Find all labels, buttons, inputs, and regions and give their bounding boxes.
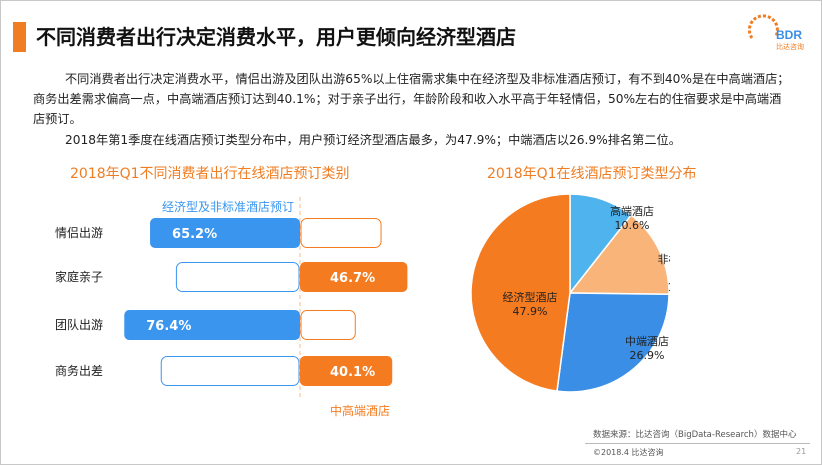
pie-slice xyxy=(568,214,670,296)
bar-midhigh-remainder xyxy=(300,218,382,248)
slice-name-label: 高端酒店 xyxy=(610,204,654,218)
bar-midhigh-remainder xyxy=(300,310,356,340)
copyright: ©2018.4 比达咨询 xyxy=(593,448,664,457)
left-chart-title: 2018年Q1不同消费者出行在线酒店预订类别 xyxy=(70,166,350,182)
bar-economy-remainder xyxy=(160,356,300,386)
title-accent-bar xyxy=(13,22,26,52)
slice-value-label: 10.6% xyxy=(615,219,650,232)
slice-value-label: 14.6% xyxy=(668,281,670,294)
data-label: 76.4% xyxy=(146,319,191,334)
logo-subtext: 比达咨询 xyxy=(776,43,804,51)
paragraph-1: 不同消费者出行决定消费水平，情侣出游及团队出游65%以上住宿需求集中在经济型及非… xyxy=(33,72,790,126)
slice-name-label: 非标准酒店 xyxy=(658,252,671,266)
slice-name-label: 经济型酒店 xyxy=(503,290,558,304)
data-label: 65.2% xyxy=(172,227,217,242)
bar-midhigh xyxy=(300,356,393,386)
pie-chart-title: 2018年Q1在线酒店预订类型分布 xyxy=(487,166,697,182)
slice-name-label: 中端酒店 xyxy=(625,334,669,348)
series-label-economy: 经济型及非标准酒店预订 xyxy=(162,199,294,214)
bdr-logo: BDR 比达咨询 xyxy=(746,8,812,54)
bar-economy-remainder xyxy=(175,262,300,292)
series-label-midhigh: 中高端酒店 xyxy=(330,403,390,418)
category-label: 情侣出游 xyxy=(55,225,103,240)
data-source: 数据来源：比达咨询（BigData-Research）数据中心 xyxy=(593,430,797,440)
slice-value-label: 47.9% xyxy=(513,305,548,318)
footer-divider xyxy=(585,443,810,444)
bar-economy xyxy=(150,218,300,248)
category-label: 团队出游 xyxy=(55,317,103,332)
bar-economy xyxy=(124,310,300,340)
logo-text: BDR xyxy=(776,28,802,42)
category-label: 商务出差 xyxy=(55,363,103,378)
data-label: 46.7% xyxy=(330,271,375,286)
pie-slice xyxy=(470,193,571,392)
page-title: 不同消费者出行决定消费水平，用户更倾向经济型酒店 xyxy=(36,25,516,49)
logo-mark-icon xyxy=(747,14,779,39)
paragraph-2: 2018年第1季度在线酒店预订类型分布中，用户预订经济型酒店最多，为47.9%；… xyxy=(65,133,681,147)
page-number: 21 xyxy=(796,447,807,456)
slice-value-label: 26.9% xyxy=(630,349,665,362)
pie-slice xyxy=(556,292,670,393)
data-label: 40.1% xyxy=(330,365,375,380)
category-label: 家庭亲子 xyxy=(55,269,103,284)
bar-midhigh xyxy=(300,262,408,292)
